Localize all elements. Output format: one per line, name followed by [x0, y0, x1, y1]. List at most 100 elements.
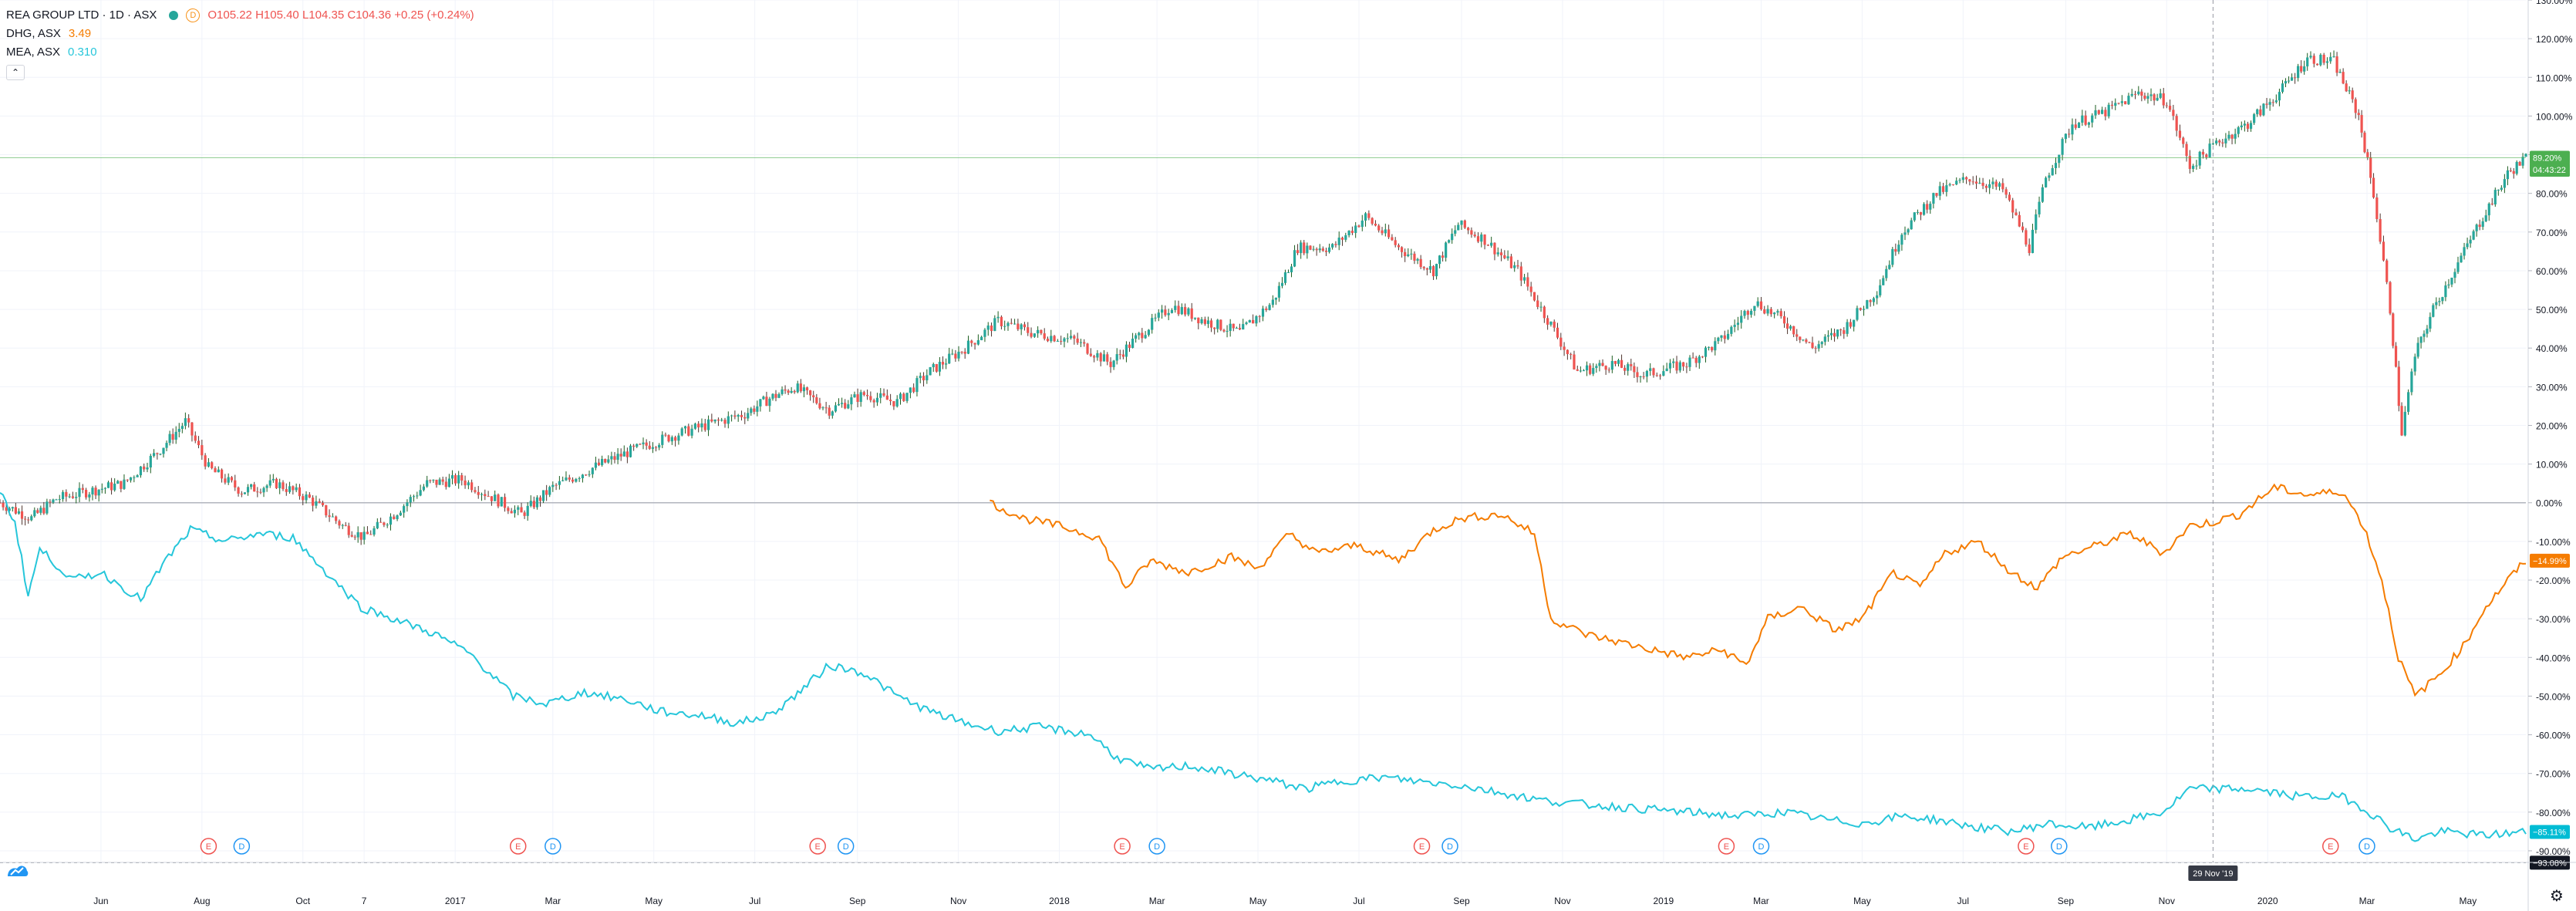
event-marker-D[interactable]: D [1441, 838, 1458, 855]
event-letter: E [1119, 842, 1124, 852]
candle-body [865, 394, 869, 396]
candle-body [1209, 320, 1213, 328]
y-axis[interactable]: 130.00%120.00%110.00%100.00%90.00%80.00%… [2527, 0, 2573, 911]
candle-body [762, 396, 765, 400]
candle-body [2097, 110, 2100, 114]
candle-body [2297, 66, 2300, 79]
event-marker-D[interactable]: D [545, 838, 561, 855]
candle-body [2484, 215, 2487, 221]
candle-body [224, 478, 227, 483]
candle-body [1124, 344, 1128, 357]
event-marker-E[interactable]: E [2322, 838, 2339, 855]
candle-body [610, 456, 613, 460]
candle-body [2175, 116, 2178, 131]
candle-body [532, 501, 535, 508]
event-letter: E [206, 842, 211, 852]
candle-body [1027, 327, 1030, 333]
candle-body [771, 393, 774, 399]
candle-body [500, 497, 503, 507]
candle-body [2041, 187, 2044, 202]
event-marker-D[interactable]: D [233, 838, 251, 855]
candle-body [555, 484, 558, 486]
y-tick-label: 60.00% [2536, 266, 2568, 277]
candle-body [2243, 123, 2246, 126]
candle-body [571, 479, 575, 482]
ohlc-high: H105.40 [255, 8, 299, 22]
last-value-label: −14.99% [2533, 557, 2567, 566]
candle-body [1753, 305, 1756, 311]
event-marker-D[interactable]: D [1752, 838, 1770, 855]
event-circle [200, 838, 217, 855]
candle-body [1451, 233, 1454, 241]
event-marker-E[interactable]: E [509, 838, 527, 855]
legend-compare-dhg[interactable]: DHG, ASX 3.49 [6, 25, 474, 43]
candle-body [710, 419, 713, 422]
event-letter: E [815, 842, 821, 852]
candle-body [545, 490, 548, 495]
event-circle [809, 838, 826, 855]
candle-body [2325, 61, 2329, 63]
event-marker-E[interactable]: E [1718, 838, 1735, 855]
candle-body [1261, 308, 1265, 317]
event-marker-E[interactable]: E [1114, 838, 1131, 855]
candle-body [2137, 91, 2140, 95]
candle-body [356, 532, 359, 538]
candle-body [581, 474, 585, 478]
market-status-icon [169, 11, 179, 20]
candle-body [597, 462, 601, 465]
candle-body [315, 501, 318, 506]
candle-body [120, 481, 123, 489]
candle-body [1694, 357, 1698, 363]
collapse-legend-button[interactable]: ⌃ [6, 65, 25, 80]
candle-body [1216, 319, 1219, 329]
candle-body [2435, 302, 2438, 305]
event-marker-E[interactable]: E [1413, 838, 1431, 855]
candle-body [379, 521, 383, 523]
y-tick-label: 40.00% [2536, 343, 2568, 354]
event-circle [1148, 838, 1165, 855]
candle-body [1888, 265, 1891, 269]
event-marker-E[interactable]: E [2018, 838, 2035, 855]
candle-body [1255, 315, 1258, 324]
candle-body [2450, 278, 2453, 285]
candle-body [1203, 319, 1206, 324]
candle-body [2360, 115, 2363, 133]
legend-main-row[interactable]: REA GROUP LTD · 1D · ASX D O105.22 H105.… [6, 6, 474, 25]
crosshair-date-label: 29 Nov '19 [2193, 869, 2233, 879]
event-marker-D[interactable]: D [1148, 838, 1165, 855]
event-marker-D[interactable]: D [837, 838, 855, 855]
main-symbol[interactable]: REA GROUP LTD · 1D · ASX [6, 8, 157, 22]
candle-body [1872, 298, 1876, 302]
event-marker-E[interactable]: E [200, 838, 217, 855]
legend-compare-mea[interactable]: MEA, ASX 0.310 [6, 43, 474, 62]
candle-body [2375, 197, 2379, 220]
event-marker-D[interactable]: D [2051, 838, 2068, 855]
candle-body [366, 531, 369, 535]
candle-body [1720, 335, 1723, 338]
candle-body [2008, 194, 2011, 201]
badge-icon[interactable]: D [186, 8, 201, 22]
candle-body [915, 378, 919, 393]
event-marker-E[interactable]: E [809, 838, 826, 855]
y-tick-label: -10.00% [2536, 537, 2571, 548]
candle-body [774, 393, 777, 398]
candle-body [765, 396, 768, 407]
candle-body [899, 393, 902, 400]
candle-body [1789, 326, 1792, 329]
candle-body [2363, 132, 2366, 153]
event-marker-D[interactable]: D [2359, 838, 2375, 855]
candle-body [1856, 308, 1859, 320]
gear-icon[interactable]: ⚙ [2550, 888, 2564, 905]
candle-body [1672, 361, 1675, 363]
candle-body [2329, 56, 2332, 62]
candle-body [1998, 183, 2001, 187]
candle-body [1750, 310, 1753, 315]
candle-body [575, 478, 578, 482]
candle-body [1397, 245, 1401, 248]
x-axis[interactable]: Jun Aug Oct 7 2017 Mar May Jul Sep Nov 2018 Mar May J… [0, 862, 2576, 906]
tradingview-logo-icon[interactable] [6, 862, 29, 879]
candle-body [1410, 253, 1413, 255]
candle-body [2058, 154, 2061, 164]
candle-body [2246, 123, 2250, 129]
